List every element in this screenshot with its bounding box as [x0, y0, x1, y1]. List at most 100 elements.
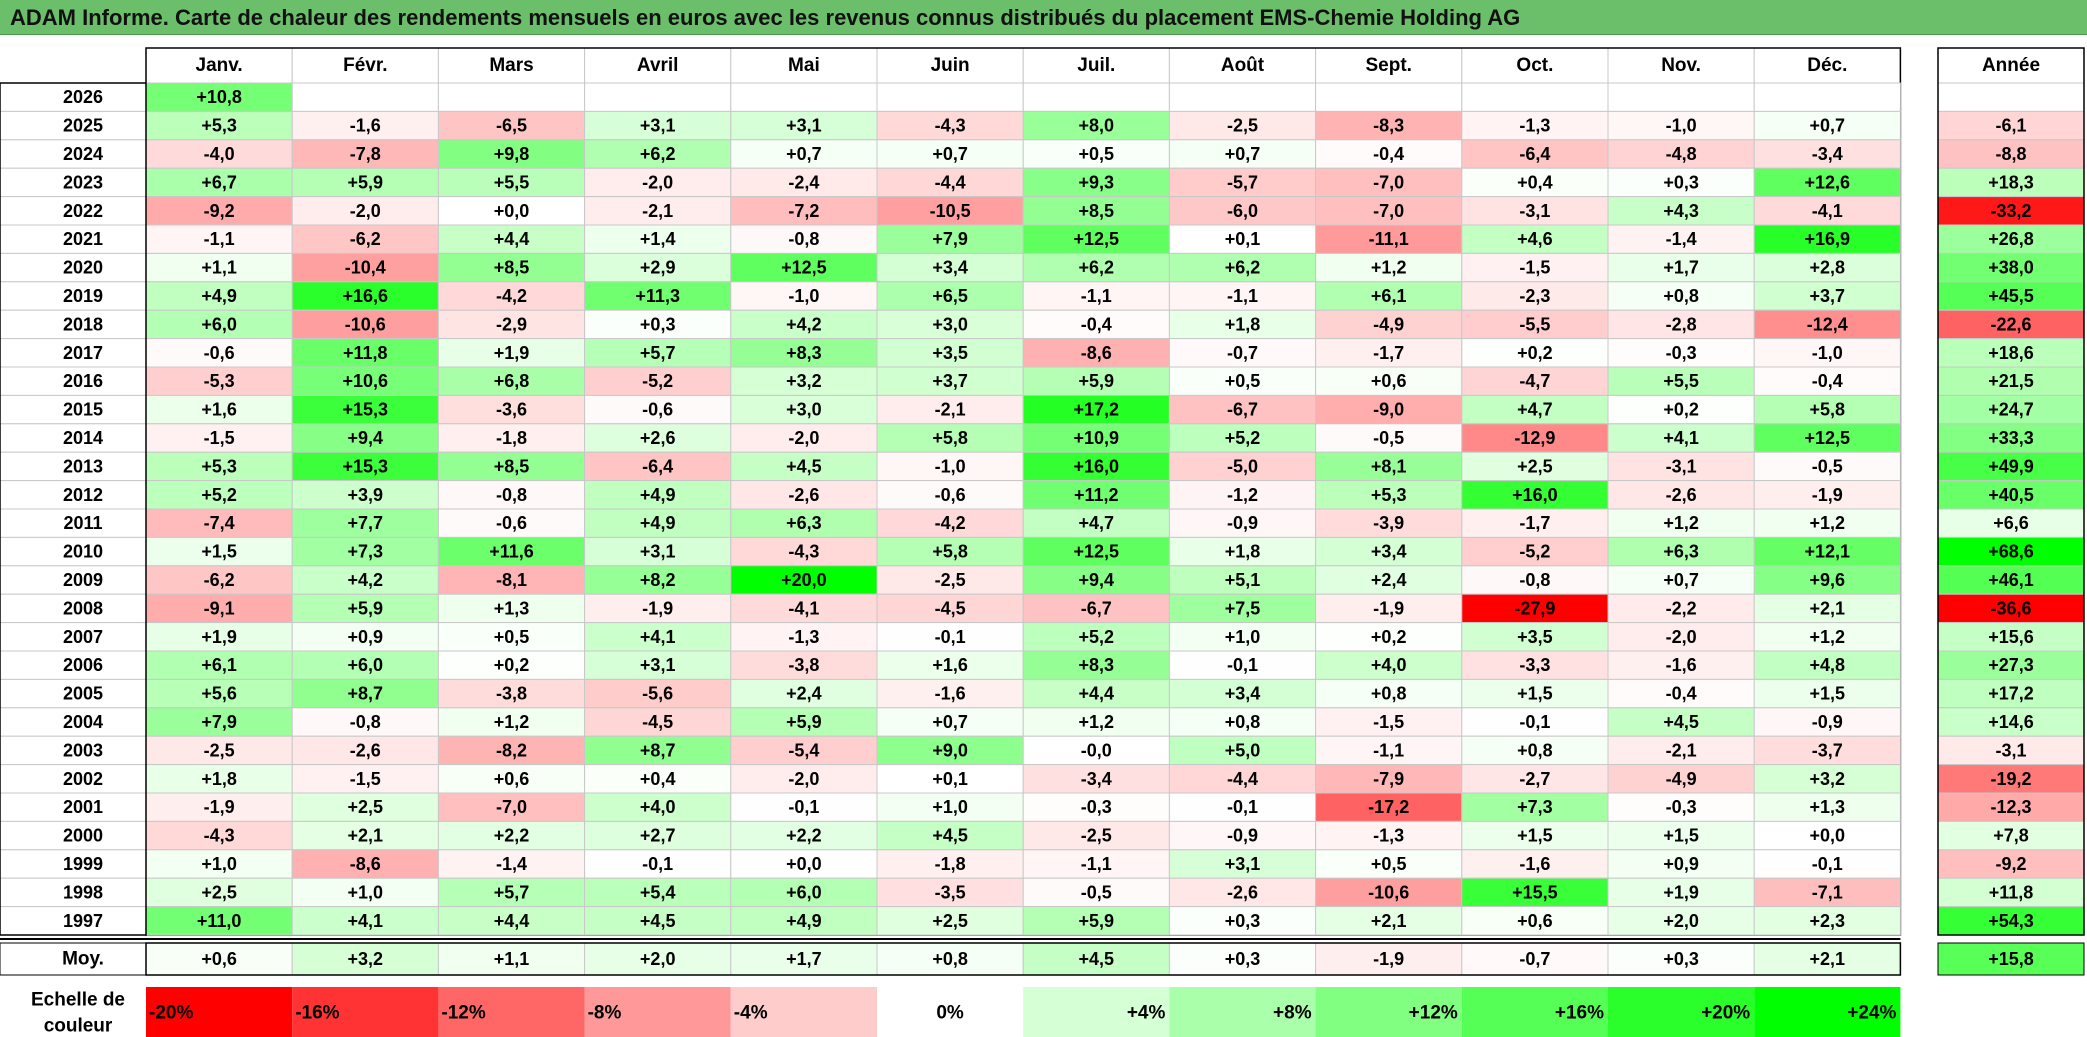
annual-cell-value: -12,3	[1990, 797, 2031, 817]
heat-cell-value: +3,1	[786, 116, 822, 136]
heat-cell	[437, 281, 586, 311]
column-header-cell	[730, 47, 878, 84]
heat-cell-value: -0,4	[1373, 144, 1404, 164]
heat-cell-value: -0,1	[788, 797, 819, 817]
heat-cell	[291, 849, 439, 879]
heat-cell-value: +4,9	[640, 513, 676, 533]
heat-cell	[730, 394, 878, 425]
year-label: 2024	[63, 144, 103, 164]
year-label: 2007	[63, 627, 103, 647]
annual-cell	[1937, 508, 2085, 538]
heat-cell-value: +0,5	[494, 627, 530, 647]
heat-cell-value: -6,7	[1227, 400, 1258, 420]
heat-cell-value: -0,5	[1812, 456, 1843, 476]
heat-cell	[1607, 252, 1755, 283]
heat-cell-value: -9,2	[204, 201, 235, 221]
heat-cell	[145, 366, 293, 396]
column-header-cell	[291, 47, 439, 84]
heat-cell-value: -0,9	[1812, 712, 1843, 732]
heat-cell	[730, 678, 878, 709]
heat-cell	[1753, 451, 1901, 482]
heat-cell-value: -3,4	[1081, 769, 1112, 789]
heat-cell-value: +0,8	[1663, 286, 1699, 306]
heat-cell-value: +11,6	[489, 542, 534, 562]
heat-cell	[1461, 139, 1609, 169]
heat-cell	[1461, 764, 1609, 794]
average-cell-value: +2,0	[640, 949, 676, 969]
column-header-12: Déc.	[1807, 55, 1847, 76]
heat-cell	[1315, 849, 1463, 879]
heat-cell-value: -4,0	[204, 144, 235, 164]
heat-cell-value: +2,1	[1810, 598, 1846, 618]
column-header-1: Janv.	[196, 55, 243, 76]
heat-cell-value: +1,5	[1517, 684, 1553, 704]
heat-cell-value: +1,8	[1225, 542, 1261, 562]
annual-cell	[1937, 309, 2085, 340]
average-cell	[1607, 942, 1755, 976]
heat-cell-value: -9,1	[204, 598, 235, 618]
heat-cell	[437, 82, 586, 112]
heat-cell	[145, 82, 293, 112]
year-cell	[0, 281, 147, 311]
annual-cell	[1937, 252, 2085, 283]
heat-cell-value: +3,4	[1225, 684, 1261, 704]
heat-cell	[1753, 309, 1901, 340]
heat-cell-value: -5,4	[788, 740, 819, 760]
heat-cell	[145, 167, 293, 198]
year-cell	[0, 139, 147, 169]
year-label: 2009	[63, 570, 103, 590]
heat-cell-value: -8,2	[496, 740, 527, 760]
heat-cell-value: +1,9	[494, 343, 530, 363]
heat-cell-value: -0,8	[350, 712, 381, 732]
heat-cell	[1753, 877, 1901, 908]
heat-cell	[1168, 82, 1317, 112]
heat-cell-value: +5,3	[201, 456, 237, 476]
column-header-10: Oct.	[1516, 55, 1553, 76]
heat-cell	[1315, 764, 1463, 794]
heat-cell-value: -1,4	[1666, 229, 1697, 249]
annual-cell-value: -33,2	[1990, 201, 2031, 221]
heat-cell-value: -2,6	[1666, 485, 1697, 505]
heat-cell	[876, 707, 1024, 737]
heat-cell-value: +5,9	[348, 172, 384, 192]
average-cell	[145, 942, 293, 976]
heat-cell-value: +4,1	[1663, 428, 1699, 448]
year-label: 2023	[63, 172, 103, 192]
heat-cell-value: -1,5	[1519, 258, 1550, 278]
heat-cell	[730, 167, 878, 198]
column-header-7: Juil.	[1077, 55, 1115, 76]
heat-cell-value: -3,8	[496, 684, 527, 704]
heat-cell-value: +8,3	[786, 343, 822, 363]
heat-cell-value: -4,2	[935, 513, 966, 533]
heat-cell	[1022, 480, 1170, 510]
heat-cell-value: -2,0	[350, 201, 381, 221]
heat-cell	[145, 565, 293, 595]
heat-cell-value: +16,9	[1805, 229, 1851, 249]
year-label: 1998	[63, 882, 103, 902]
heat-cell	[145, 536, 293, 567]
heat-cell	[1168, 792, 1317, 822]
heat-cell-value: +11,3	[635, 286, 680, 306]
heat-cell-value: +7,9	[932, 229, 968, 249]
heat-cell-value: -8,6	[350, 854, 381, 874]
heat-cell	[730, 877, 878, 908]
heat-cell	[1315, 224, 1463, 254]
heat-cell	[145, 820, 293, 851]
heat-cell	[1753, 849, 1901, 879]
annual-cell	[1937, 480, 2085, 510]
heat-cell-value: +0,2	[494, 655, 530, 675]
heat-cell-value: +1,8	[1225, 314, 1261, 334]
heat-cell	[291, 707, 439, 737]
heat-cell-value: -1,8	[496, 428, 527, 448]
year-label: 2020	[63, 258, 103, 278]
heat-cell	[876, 735, 1024, 766]
heat-cell	[1753, 252, 1901, 283]
heat-cell	[1753, 707, 1901, 737]
year-cell	[0, 423, 147, 453]
heat-cell	[730, 792, 878, 822]
heat-cell-value: +5,9	[1079, 911, 1115, 931]
heat-cell-value: -0,6	[496, 513, 527, 533]
year-cell	[0, 622, 147, 652]
heat-cell	[1753, 735, 1901, 766]
heat-cell-value: +0,4	[640, 769, 676, 789]
